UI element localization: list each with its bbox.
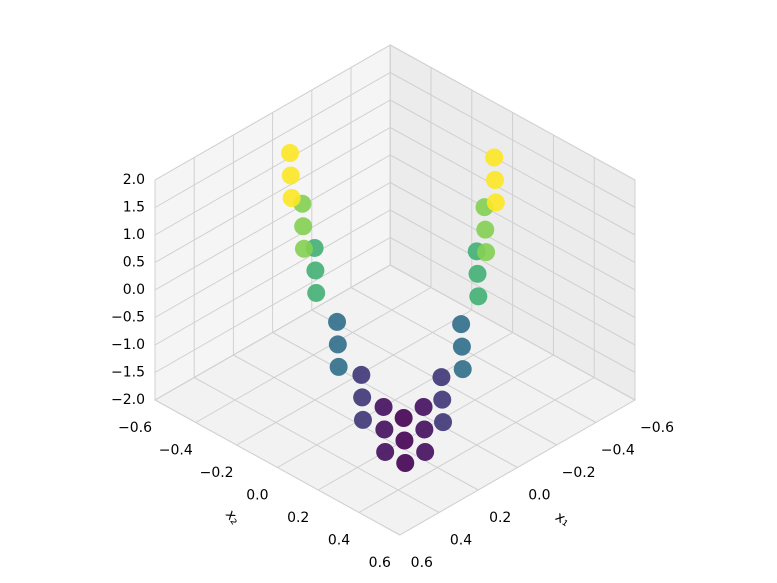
grid-line	[154, 264, 391, 401]
grid-line	[154, 127, 391, 263]
grid-line	[389, 72, 636, 208]
x-tick-label: −0.2	[562, 465, 596, 481]
point	[468, 264, 487, 283]
grid-line	[154, 99, 391, 236]
point	[485, 148, 504, 167]
point	[416, 442, 435, 461]
point	[395, 431, 414, 450]
grid-line	[154, 44, 391, 181]
grid-line	[389, 182, 636, 318]
x-tick-label: 0.2	[489, 510, 511, 526]
x-tick-label: 0.6	[411, 555, 433, 571]
z-tick-label: 2.0	[123, 172, 145, 188]
grid-line	[389, 127, 636, 263]
point	[477, 243, 496, 262]
grid-line	[358, 377, 595, 513]
z-tick-label: 1.0	[123, 227, 145, 243]
point	[476, 220, 495, 239]
point	[294, 239, 313, 258]
grid-line	[154, 72, 391, 208]
point	[394, 409, 413, 427]
point	[486, 193, 505, 212]
labels: −0.6 −0.4 −0.2 0.0 0.2 0.4 0.6 −0.6 −0.4 −0.2 0.0 0…	[111, 172, 674, 571]
grid-line	[389, 209, 636, 346]
point	[486, 171, 504, 189]
z-tick-label: −2.0	[111, 392, 145, 408]
point	[469, 287, 488, 306]
x-tick-label: 0.0	[528, 488, 550, 504]
point	[434, 413, 453, 432]
point	[414, 397, 433, 416]
point	[294, 217, 313, 236]
point	[328, 335, 347, 354]
point	[353, 388, 372, 407]
point	[328, 312, 347, 331]
grid-line	[195, 287, 432, 423]
z-tick-label: 0.0	[123, 282, 145, 298]
y-tick-label: −0.2	[200, 465, 234, 481]
y-tick-label: −0.4	[159, 443, 193, 459]
grid-line	[389, 237, 636, 373]
x-tick-label: −0.6	[640, 420, 674, 436]
y-tick-label: 0.0	[246, 488, 268, 504]
grid-line	[154, 154, 391, 291]
y-tick-label: 0.6	[369, 555, 391, 571]
y-tick-label: −0.6	[118, 420, 152, 436]
point	[432, 368, 451, 387]
z-tick-label: 0.5	[123, 255, 145, 271]
grid-line	[389, 99, 636, 236]
point	[282, 189, 301, 207]
y-axis-label: x₂	[222, 507, 243, 528]
point	[306, 261, 325, 280]
point	[281, 166, 300, 185]
grid-line	[277, 332, 513, 468]
point	[374, 397, 393, 416]
z-tick-label: 1.5	[123, 200, 145, 216]
grid-line	[389, 154, 636, 291]
point	[376, 442, 395, 461]
grid-line	[389, 264, 636, 401]
z-tick-label: −1.0	[111, 337, 145, 353]
grid-line	[154, 237, 391, 373]
y-tick-label: 0.4	[328, 533, 350, 549]
grid-line	[154, 182, 391, 318]
point	[415, 420, 434, 439]
x-tick-label: 0.4	[450, 533, 472, 549]
grid-line	[154, 209, 391, 346]
points	[281, 144, 505, 472]
point	[353, 410, 372, 429]
point	[307, 283, 326, 302]
panes	[153, 44, 637, 536]
grid-line	[399, 399, 636, 536]
x-axis-label: x₁	[552, 509, 573, 530]
point	[329, 357, 348, 376]
point	[352, 365, 371, 384]
point	[453, 360, 472, 379]
point	[375, 420, 394, 439]
point	[433, 390, 452, 409]
point	[396, 454, 415, 472]
z-tick-label: −1.5	[111, 365, 145, 381]
grid-line	[389, 44, 636, 181]
point	[452, 337, 471, 356]
point	[281, 144, 300, 162]
x-tick-label: −0.4	[601, 443, 635, 459]
z-tick-label: −0.5	[111, 310, 145, 326]
y-tick-label: 0.2	[287, 510, 309, 526]
point	[452, 315, 471, 334]
